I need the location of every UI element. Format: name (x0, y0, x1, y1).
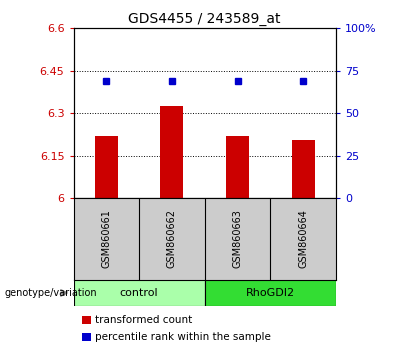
Bar (226, 136, 249, 198)
Text: GSM860661: GSM860661 (101, 210, 111, 268)
Text: GSM860664: GSM860664 (298, 210, 308, 268)
Text: transformed count: transformed count (95, 315, 193, 325)
Bar (160, 106, 184, 198)
FancyBboxPatch shape (205, 280, 336, 306)
Text: control: control (120, 288, 158, 298)
Text: GSM860663: GSM860663 (233, 210, 243, 268)
Text: genotype/variation: genotype/variation (4, 288, 97, 298)
Text: RhoGDI2: RhoGDI2 (246, 288, 295, 298)
Bar (292, 140, 315, 198)
Text: GSM860662: GSM860662 (167, 210, 177, 268)
Text: percentile rank within the sample: percentile rank within the sample (95, 332, 271, 342)
FancyBboxPatch shape (74, 280, 205, 306)
Bar (95, 136, 118, 198)
Title: GDS4455 / 243589_at: GDS4455 / 243589_at (129, 12, 281, 26)
